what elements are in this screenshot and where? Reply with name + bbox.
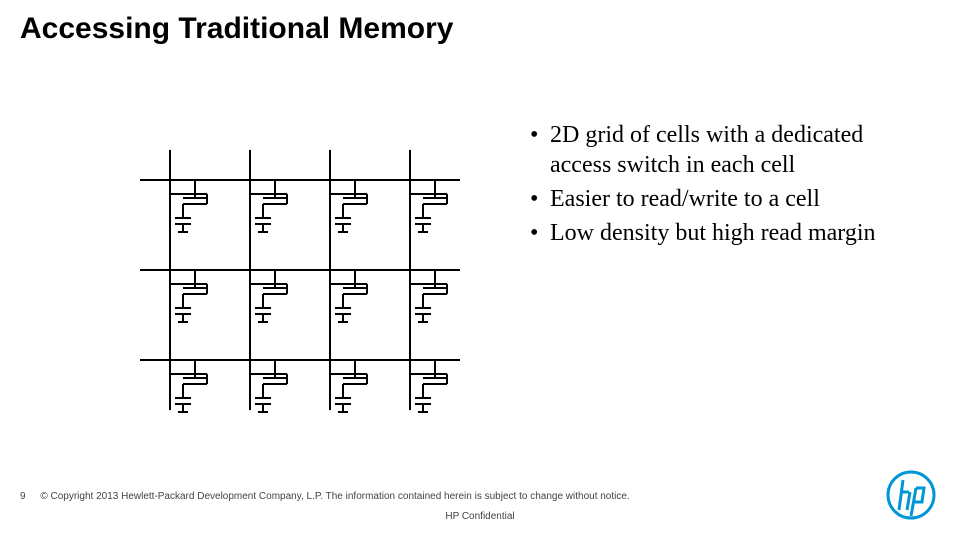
bullet-list: 2D grid of cells with a dedicated access… [530, 120, 930, 252]
memory-grid-diagram [130, 140, 470, 420]
slide-title: Accessing Traditional Memory [20, 12, 453, 46]
bullet-3: Low density but high read margin [530, 218, 930, 248]
bullet-2: Easier to read/write to a cell [530, 184, 930, 214]
confidential-label: HP Confidential [0, 511, 960, 522]
bullet-1: 2D grid of cells with a dedicated access… [530, 120, 930, 180]
copyright-text: © Copyright 2013 Hewlett-Packard Develop… [40, 491, 629, 502]
footer: 9 © Copyright 2013 Hewlett-Packard Devel… [20, 491, 630, 502]
hp-logo [886, 470, 936, 520]
page-number: 9 [20, 491, 26, 502]
